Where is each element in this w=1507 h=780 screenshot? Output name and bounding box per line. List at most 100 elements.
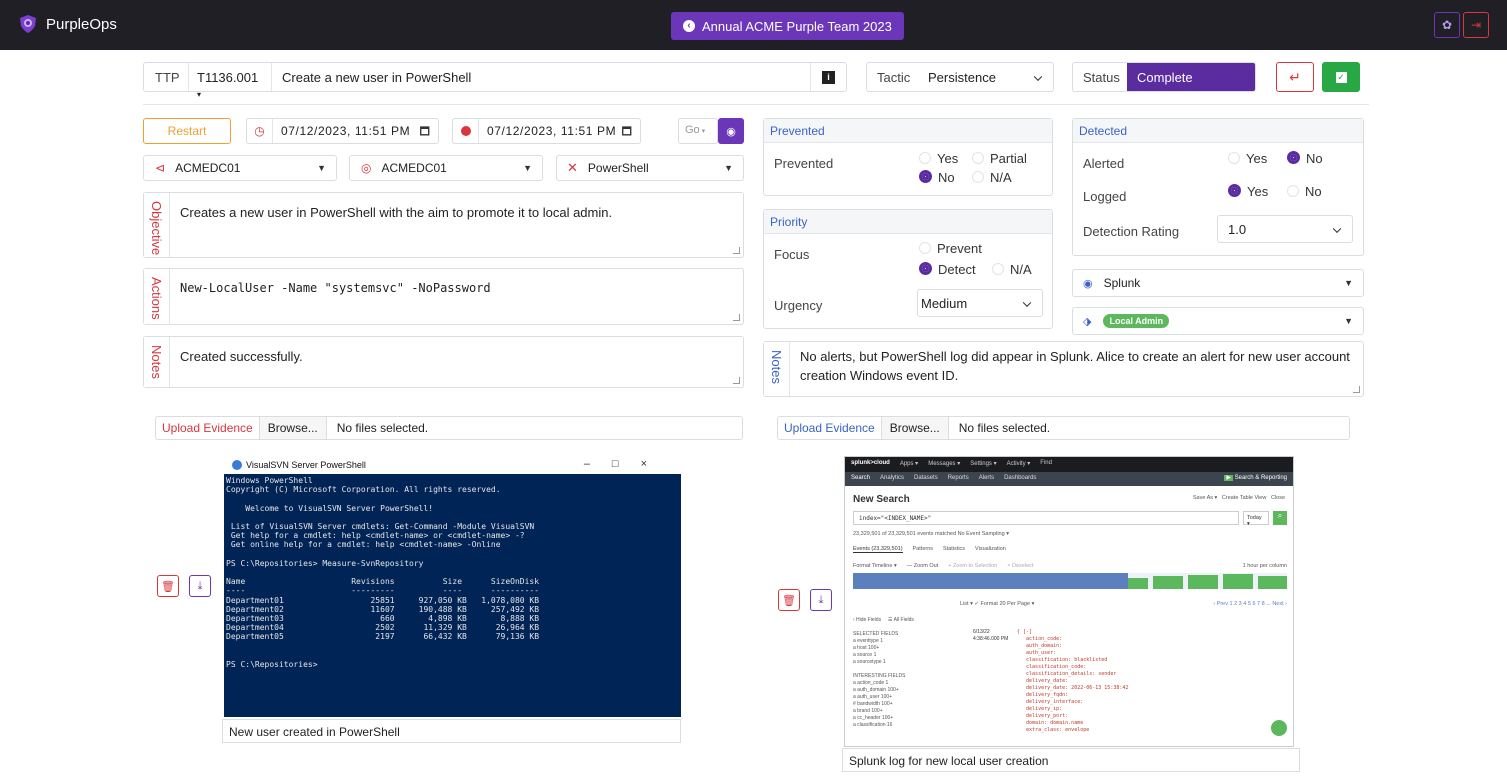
status-value: Complete — [1127, 63, 1255, 91]
splunk-timeline-4: × Deselect — [1007, 563, 1034, 569]
focus-detect-option[interactable]: Detect — [919, 262, 976, 277]
splunk-tab-6: Dashboards — [1004, 475, 1037, 481]
splunk-timeline-3: + Zoom to Selection — [948, 563, 998, 569]
caret-icon: ▼ — [724, 163, 733, 173]
prevented-no-option[interactable]: No — [919, 170, 955, 185]
splunk-action-1: Save As ▾ — [1192, 495, 1218, 501]
no-files-text: No files selected. — [336, 421, 429, 435]
source-host-select[interactable]: ⊲ ACMEDC01 ▼ — [143, 155, 337, 181]
ttp-value: T1136.001 — [197, 70, 259, 85]
splunk-result-tabs: Events (23,329,501) Patterns Statistics … — [853, 546, 1006, 553]
tool-select[interactable]: ✕ PowerShell ▼ — [556, 155, 744, 181]
splunk-menu-2: Messages ▾ — [928, 461, 961, 467]
resize-handle[interactable] — [733, 247, 740, 254]
logout-button[interactable]: ⇥ — [1463, 12, 1489, 38]
browse-button[interactable]: Browse... — [881, 417, 949, 439]
evidence-image-powershell[interactable]: VisualSVN Server PowerShell –□× Windows … — [224, 456, 681, 717]
radio-button — [972, 171, 984, 183]
resize-handle[interactable] — [733, 314, 740, 321]
start-time-input[interactable]: ◷ 07/12/2023, 11:51 PM 🗖 — [246, 118, 439, 144]
eye-icon: ◉ — [726, 125, 736, 138]
ttp-dropdown[interactable]: T1136.001 ▾ — [188, 63, 272, 99]
right-evidence-caption[interactable]: Splunk log for new local user creation — [842, 748, 1300, 772]
target-host-value: ACMEDC01 — [381, 161, 447, 175]
splunk-tab-4: Reports — [947, 475, 969, 481]
delete-evidence-button[interactable]: 🗑 — [778, 589, 800, 611]
left-upload-field[interactable]: Upload Evidence Browse... No files selec… — [155, 416, 743, 440]
notes-tab: Notes — [144, 337, 170, 387]
right-notes-field[interactable]: Notes No alerts, but PowerShell log did … — [763, 341, 1364, 397]
splunk-topbar: splunk>cloud Apps ▾ Messages ▾ Settings … — [845, 457, 1293, 472]
security-control-value: Splunk — [1103, 276, 1141, 290]
splunk-list-controls: List ▾ ✓ Format 20 Per Page ▾ — [960, 601, 1035, 607]
delete-evidence-button[interactable]: 🗑 — [157, 575, 179, 597]
prevented-yes-option[interactable]: Yes — [919, 151, 958, 166]
option-label: Yes — [1246, 151, 1268, 166]
prevented-partial-option[interactable]: Partial — [972, 151, 1027, 166]
save-button[interactable]: ✓ — [1322, 62, 1360, 92]
chevron-down-icon — [1332, 224, 1342, 233]
settings-button[interactable]: ✿ — [1434, 12, 1460, 38]
mitre-info-button[interactable]: i — [810, 63, 846, 91]
ttp-bar: TTP T1136.001 ▾ Create a new user in Pow… — [143, 62, 847, 99]
browse-button[interactable]: Browse... — [259, 417, 327, 439]
resize-handle[interactable] — [733, 377, 740, 384]
urgency-value: Medium — [921, 295, 968, 311]
prevented-title: Prevented — [764, 119, 1052, 143]
divider — [143, 104, 1369, 105]
notes-label: Notes — [149, 345, 164, 379]
restart-button[interactable]: Restart — [143, 118, 231, 144]
detection-rating-label: Detection Rating — [1083, 224, 1180, 239]
alerted-no-option[interactable]: No — [1287, 151, 1323, 166]
view-button[interactable]: ◉ — [718, 118, 744, 144]
end-time-input[interactable]: 07/12/2023, 11:51 PM 🗖 — [452, 118, 641, 144]
radio-button — [1228, 152, 1240, 164]
left-evidence-caption[interactable]: New user created in PowerShell — [222, 719, 681, 743]
prevented-na-option[interactable]: N/A — [972, 170, 1012, 185]
tags-select[interactable]: ⬗ Local Admin ▼ — [1072, 307, 1364, 335]
ttp-name[interactable]: Create a new user in PowerShell — [282, 70, 472, 85]
objective-field[interactable]: Objective Creates a new user in PowerShe… — [143, 192, 744, 258]
splunk-timeline-controls: Format Timeline ▾ — Zoom Out + Zoom to S… — [853, 563, 1033, 569]
splunk-app-label: Search & Reporting — [1234, 475, 1287, 481]
go-label: Go — [685, 124, 700, 136]
go-dropdown[interactable]: Go ▾ — [678, 118, 718, 144]
revert-button[interactable]: ↵ — [1276, 62, 1314, 92]
radio-button — [1287, 185, 1299, 197]
splunk-event-time: 6/13/22 4:38:46.000 PM — [973, 629, 1009, 642]
info-icon: i — [822, 70, 835, 84]
right-upload-field[interactable]: Upload Evidence Browse... No files selec… — [777, 416, 1350, 440]
download-evidence-button[interactable]: ⤓ — [189, 575, 211, 597]
status-select[interactable]: Status Complete — [1072, 62, 1256, 92]
engagement-button[interactable]: ‹ Annual ACME Purple Team 2023 — [671, 12, 904, 40]
focus-prevent-option[interactable]: Prevent — [919, 241, 982, 256]
logged-no-option[interactable]: No — [1287, 184, 1322, 199]
splunk-result-tab-3: Statistics — [943, 546, 966, 552]
alerted-yes-option[interactable]: Yes — [1228, 151, 1267, 166]
actions-field[interactable]: Actions New-LocalUser -Name "systemsvc" … — [143, 268, 744, 325]
download-evidence-button[interactable]: ⤓ — [810, 589, 832, 611]
tactic-label: Tactic — [877, 70, 911, 85]
detection-rating-select[interactable]: 1.0 — [1217, 215, 1353, 243]
brand[interactable]: PurpleOps — [18, 14, 117, 34]
download-icon: ⤓ — [818, 593, 824, 606]
splunk-event-body: { [-] action_code: auth_domain: auth_use… — [1017, 629, 1129, 733]
logged-yes-option[interactable]: Yes — [1228, 184, 1268, 199]
urgency-select[interactable]: Medium — [917, 289, 1043, 317]
notes-field[interactable]: Notes Created successfully. — [143, 336, 744, 388]
actions-label: Actions — [149, 277, 164, 320]
evidence-image-splunk[interactable]: splunk>cloud Apps ▾ Messages ▾ Settings … — [844, 456, 1294, 747]
radio-button-selected — [1287, 151, 1300, 164]
target-host-select[interactable]: ◎ ACMEDC01 ▼ — [349, 155, 543, 181]
security-control-select[interactable]: ◉ Splunk ▼ — [1072, 269, 1364, 297]
tag-badge[interactable]: Local Admin — [1103, 314, 1170, 328]
radio-button — [992, 263, 1004, 275]
resize-handle[interactable] — [1353, 386, 1360, 393]
logged-label: Logged — [1083, 189, 1127, 204]
trash-icon: 🗑 — [782, 594, 796, 607]
splunk-query: index="<INDEX_NAME>" — [853, 511, 1239, 525]
search-icon: ⌕ — [1273, 511, 1287, 525]
tactic-select[interactable]: Tactic Persistence — [866, 62, 1054, 92]
focus-na-option[interactable]: N/A — [992, 262, 1032, 277]
splunk-action-3: Close — [1270, 495, 1285, 501]
